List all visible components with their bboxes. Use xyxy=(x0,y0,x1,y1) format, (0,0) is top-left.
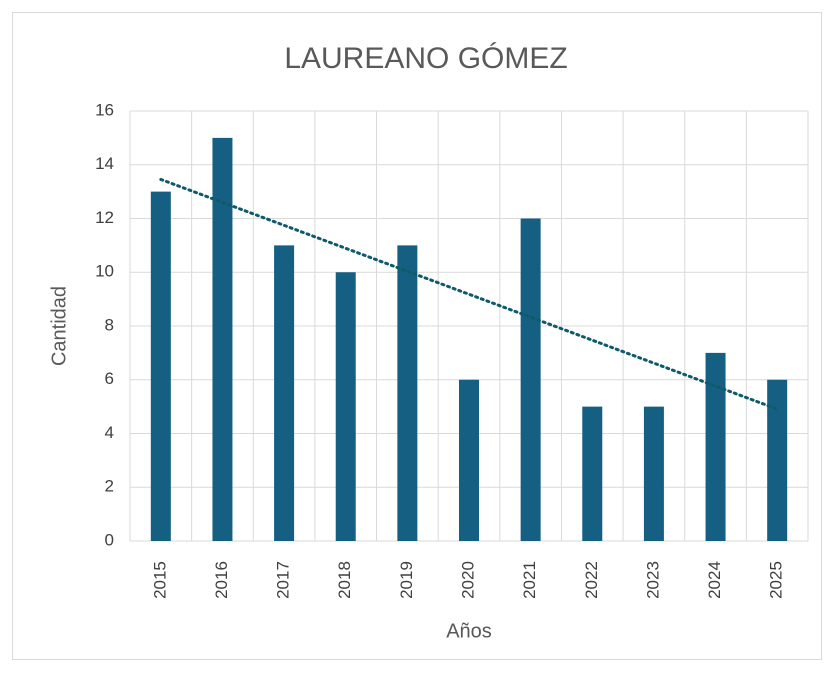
x-tick-label: 2023 xyxy=(643,561,662,599)
x-tick-label: 2020 xyxy=(458,561,477,599)
bar xyxy=(767,379,788,541)
y-tick-label: 0 xyxy=(105,530,114,549)
x-tick-label: 2021 xyxy=(520,561,539,599)
bar xyxy=(643,406,664,541)
y-tick-label: 8 xyxy=(105,315,114,334)
x-tick-label: 2024 xyxy=(705,561,724,599)
x-tick-label: 2019 xyxy=(397,561,416,599)
x-tick-label: 2025 xyxy=(767,561,786,599)
y-tick-label: 12 xyxy=(95,208,114,227)
bar xyxy=(397,245,418,541)
bar xyxy=(582,406,603,541)
trendline xyxy=(159,177,779,411)
bar xyxy=(212,137,233,541)
x-tick-label: 2017 xyxy=(274,561,293,599)
x-tick-label: 2016 xyxy=(212,561,231,599)
y-tick-label: 4 xyxy=(105,423,114,442)
bar xyxy=(705,352,726,541)
y-tick-label: 16 xyxy=(95,100,114,119)
x-tick-label: 2022 xyxy=(582,561,601,599)
y-axis-label: Cantidad xyxy=(48,286,70,366)
y-tick-label: 10 xyxy=(95,262,114,281)
x-axis-label: Años xyxy=(446,620,492,642)
y-tick-label: 2 xyxy=(105,477,114,496)
chart-title: LAUREANO GÓMEZ xyxy=(284,42,567,75)
bar xyxy=(274,245,295,541)
x-tick-label: 2018 xyxy=(335,561,354,599)
bar xyxy=(520,218,541,541)
x-tick-label: 2015 xyxy=(150,561,169,599)
bar xyxy=(459,379,479,541)
bar xyxy=(150,191,171,541)
y-tick-label: 6 xyxy=(105,369,114,388)
bar xyxy=(335,272,356,541)
y-tick-label: 14 xyxy=(95,154,114,173)
